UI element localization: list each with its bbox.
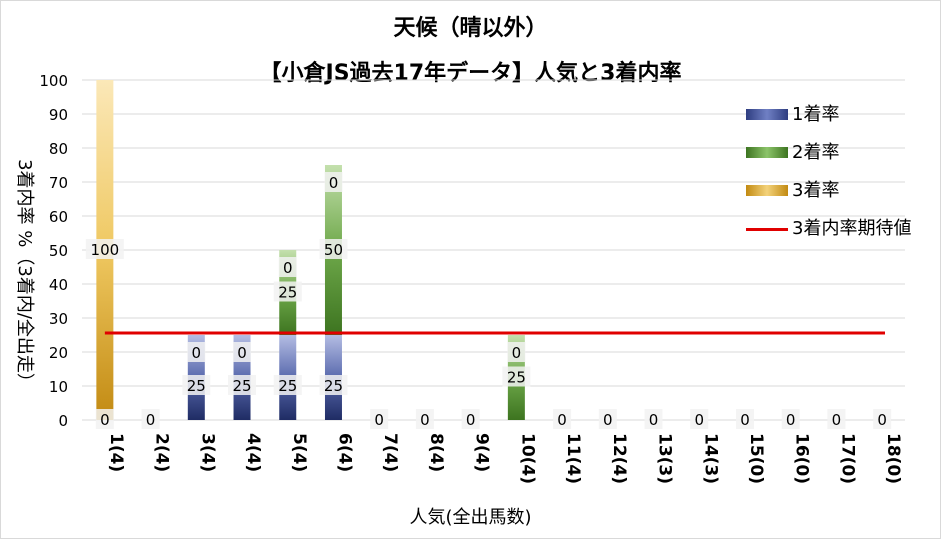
y-tick-label: 40 <box>49 276 68 294</box>
data-label: 0 <box>146 411 156 429</box>
legend-line-expected <box>746 228 788 231</box>
data-label-background <box>187 342 206 362</box>
data-label-background <box>553 409 572 429</box>
data-label: 0 <box>420 411 430 429</box>
x-tick-label: 17(0) <box>837 433 857 484</box>
data-label-background <box>598 409 617 429</box>
data-label-background <box>228 375 257 395</box>
data-label-background <box>85 239 124 259</box>
data-label: 0 <box>832 411 842 429</box>
y-axis-ticks: 0 10 20 30 40 50 60 70 80 90 100 <box>39 72 68 430</box>
chart-subtitle: 【小倉JS過去17年データ】人気と3着内率 <box>259 61 682 86</box>
legend-swatch-1st <box>746 109 788 120</box>
data-label-background <box>502 366 531 387</box>
data-label-background <box>273 375 302 395</box>
chart-title: 天候（晴以外） <box>393 16 548 41</box>
gridlines <box>82 79 905 421</box>
data-label-background <box>827 409 846 429</box>
data-label-background <box>644 409 663 429</box>
data-label: 0 <box>786 411 796 429</box>
legend-label-expected: 3着内率期待値 <box>792 218 912 239</box>
data-label-background <box>182 375 211 395</box>
y-axis-label: 3着内率 %（3着内/全出走） <box>14 159 35 391</box>
data-label: 0 <box>100 411 110 429</box>
data-label-background <box>95 409 114 429</box>
y-tick-label: 70 <box>49 174 68 192</box>
y-tick-label: 90 <box>49 106 68 124</box>
data-label: 0 <box>603 411 613 429</box>
data-label-background <box>273 281 302 302</box>
data-label: 0 <box>740 411 750 429</box>
legend-label-1st: 1着率 <box>792 104 840 125</box>
data-label-background <box>461 409 480 429</box>
data-label-background <box>141 409 160 429</box>
legend-label-3rd: 3着率 <box>792 180 840 201</box>
x-tick-label: 10(4) <box>517 433 537 484</box>
data-label-background <box>690 409 709 429</box>
data-label: 25 <box>278 284 297 302</box>
x-tick-label: 4(4) <box>243 433 263 472</box>
data-label-background <box>370 409 389 429</box>
data-label: 0 <box>283 259 293 277</box>
x-tick-label: 12(4) <box>609 433 629 484</box>
x-tick-label: 1(4) <box>106 433 126 472</box>
data-label-background <box>415 409 434 429</box>
legend-swatch-3rd <box>746 185 788 196</box>
data-label-background <box>873 409 892 429</box>
data-label: 0 <box>557 411 567 429</box>
data-label: 0 <box>512 344 522 362</box>
x-tick-label: 13(3) <box>655 433 675 484</box>
legend-label-2nd: 2着率 <box>792 142 840 163</box>
data-label-background <box>735 409 754 429</box>
x-tick-label: 6(4) <box>334 433 354 472</box>
y-tick-label: 60 <box>49 208 68 226</box>
data-label: 0 <box>466 411 476 429</box>
x-tick-label: 5(4) <box>289 433 309 472</box>
data-label-background <box>507 342 526 362</box>
y-tick-label: 50 <box>49 242 68 260</box>
data-label: 0 <box>192 344 202 362</box>
x-tick-label: 16(0) <box>792 433 812 484</box>
data-label: 0 <box>237 344 247 362</box>
y-tick-label: 10 <box>49 378 68 396</box>
data-labels: 0 100 0 25 0 25 0 25 25 0 25 50 0 0 0 0 25 0 0 0 0 0 0 0 0 0 <box>85 172 892 429</box>
data-label-background <box>233 342 252 362</box>
x-axis-ticks: 1(4) 2(4) 3(4) 4(4) 5(4) 6(4) 7(4) 8(4) 9(4) 10(4… <box>106 433 903 484</box>
y-tick-label: 30 <box>49 310 68 328</box>
x-tick-label: 18(0) <box>883 433 903 484</box>
x-axis-label: 人気(全出馬数) <box>409 507 532 528</box>
data-label: 0 <box>649 411 659 429</box>
x-tick-label: 3(4) <box>197 433 217 472</box>
data-label: 25 <box>324 377 343 395</box>
y-tick-label: 20 <box>49 344 68 362</box>
x-tick-label: 7(4) <box>380 433 400 472</box>
data-label: 0 <box>329 174 339 192</box>
data-label: 0 <box>694 411 704 429</box>
data-label: 25 <box>507 369 526 387</box>
data-label: 100 <box>91 241 120 259</box>
data-label: 25 <box>187 377 206 395</box>
data-label-background <box>278 257 297 277</box>
data-label-background <box>319 239 348 259</box>
x-tick-label: 14(3) <box>700 433 720 484</box>
y-tick-label: 100 <box>39 72 68 90</box>
data-label: 25 <box>278 377 297 395</box>
data-label: 0 <box>374 411 384 429</box>
y-tick-label: 80 <box>49 140 68 158</box>
data-label-background <box>781 409 800 429</box>
x-tick-label: 2(4) <box>152 433 172 472</box>
data-label-background <box>319 375 348 395</box>
x-tick-label: 11(4) <box>563 433 583 484</box>
x-tick-label: 15(0) <box>746 433 766 484</box>
data-label: 50 <box>324 241 343 259</box>
x-tick-label: 9(4) <box>472 433 492 472</box>
data-label: 0 <box>877 411 887 429</box>
legend-swatch-2nd <box>746 147 788 158</box>
data-label: 25 <box>232 377 251 395</box>
x-tick-label: 8(4) <box>426 433 446 472</box>
data-label-background <box>324 172 343 192</box>
y-tick-label: 0 <box>58 412 68 430</box>
